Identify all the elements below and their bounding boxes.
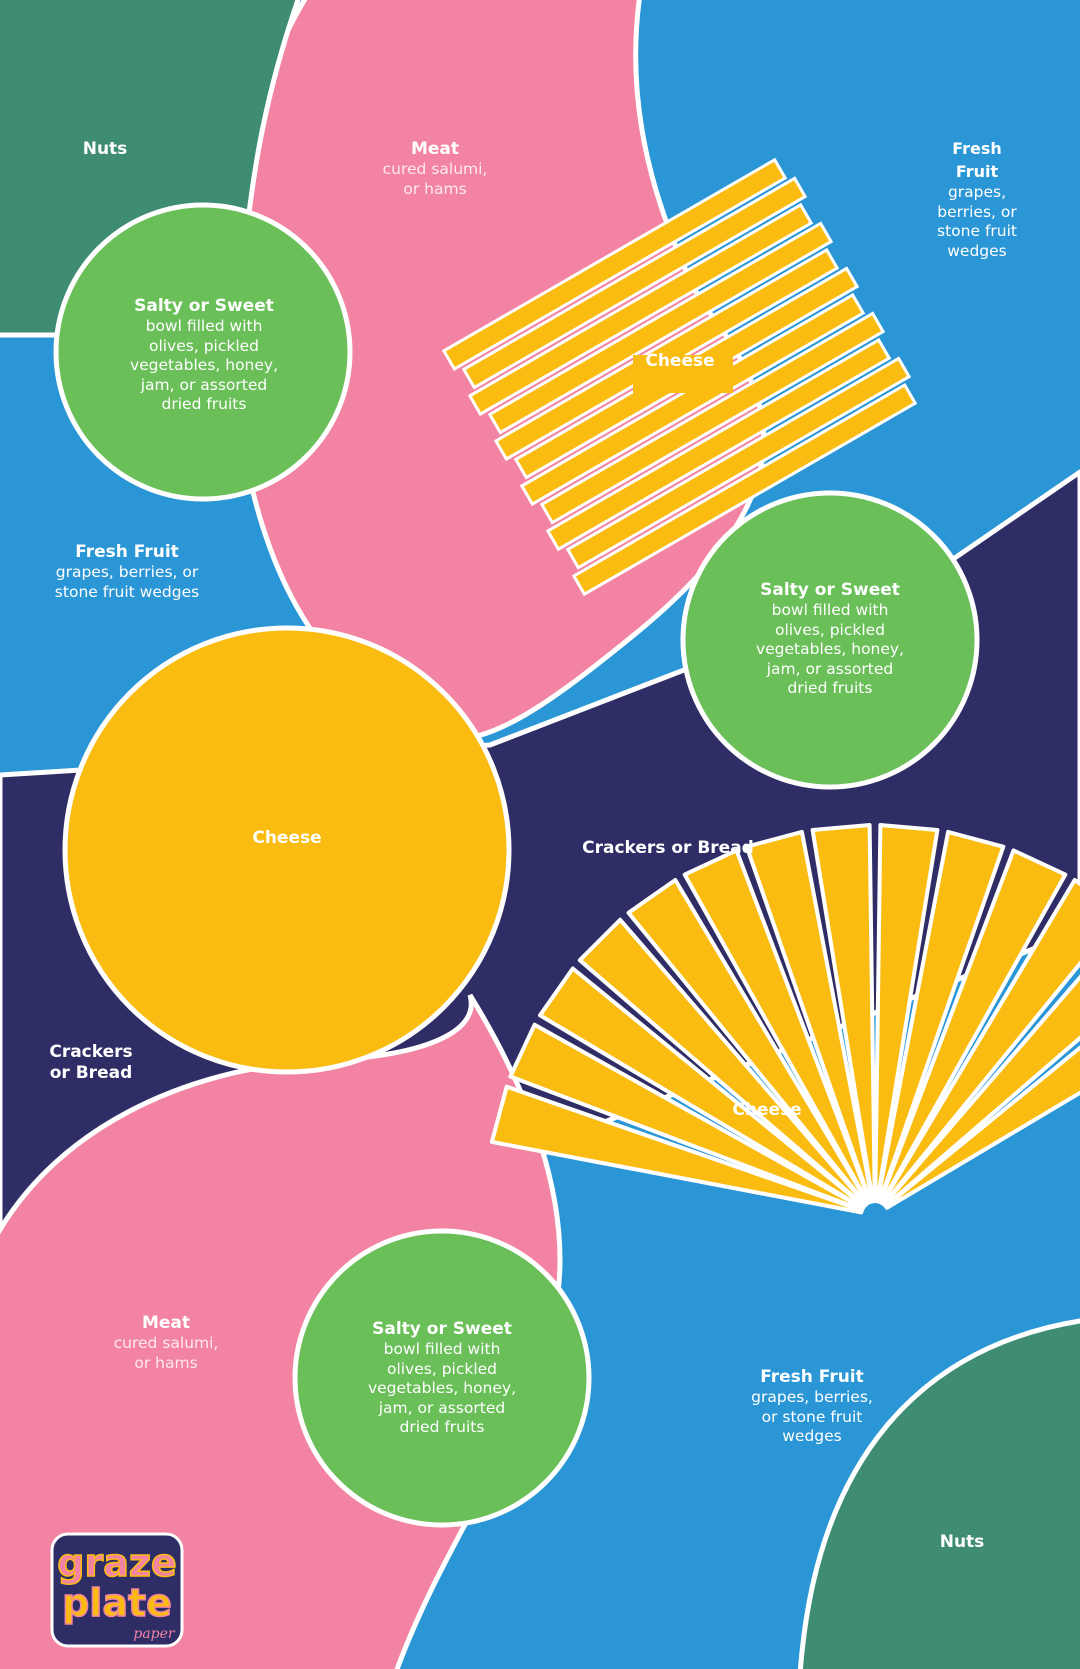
meat-desc-line: cured salumi, (113, 1334, 219, 1352)
salty-sweet-bowl-right (680, 490, 980, 790)
salty-sweet-desc-line: jam, or assorted (378, 1398, 506, 1417)
cheese-slice (441, 157, 788, 372)
cheese-label-backing (633, 355, 733, 393)
salty-sweet-desc-line: vegetables, honey, (367, 1379, 517, 1397)
salty-sweet-desc-line: olives, pickled (148, 336, 260, 355)
fresh-fruit-desc-line: berries, or (937, 202, 1017, 221)
cheese-wheel (62, 625, 512, 1075)
cheese-slice (571, 382, 918, 597)
cheese-label-fan: Cheese (732, 1100, 801, 1121)
cheese-title: Cheese (732, 1100, 802, 1120)
crackers-label-center: Crackers or Bread (582, 838, 754, 859)
cheese-slice (467, 202, 814, 417)
logo-word-paper: paper (133, 1626, 176, 1642)
crackers-title: Crackers or Bread (582, 838, 754, 858)
meat-label-top: Meat cured salumi, or hams (383, 139, 488, 199)
salty-sweet-desc-line: jam, or assorted (140, 375, 268, 394)
cheese-slice (461, 176, 808, 390)
fresh-fruit-label-left: Fresh Fruit grapes, berries, or stone fr… (55, 542, 199, 602)
cheese-slice (565, 356, 912, 570)
cheese-fan (489, 823, 1080, 1215)
fresh-fruit-desc-line: grapes, berries, or (55, 563, 199, 581)
fresh-fruit-desc-line: wedges (782, 1427, 842, 1445)
salty-sweet-label-bottom: Salty or Sweet bowl filled with olives, … (368, 1319, 516, 1438)
meat-desc-line: cured salumi, (382, 160, 488, 178)
salty-sweet-bowl-top-left (53, 202, 353, 502)
salty-sweet-desc-line: dried fruits (787, 679, 873, 697)
cheese-wedge (883, 1045, 1080, 1210)
salty-sweet-title: Salty or Sweet (760, 580, 900, 600)
salty-sweet-desc-line: dried fruits (399, 1418, 485, 1436)
fresh-fruit-desc-line: stone fruit wedges (54, 582, 200, 601)
cheese-label-circle: Cheese (252, 828, 321, 849)
fresh-fruit-title: Fresh Fruit (760, 1367, 864, 1387)
cheese-title: Cheese (252, 828, 322, 848)
crackers-title: or Bread (49, 1063, 133, 1083)
salty-sweet-desc-line: vegetables, honey, (755, 640, 905, 658)
fresh-fruit-desc-line: wedges (947, 241, 1007, 260)
meat-desc-line: or hams (134, 1353, 198, 1372)
salty-sweet-desc-line: jam, or assorted (766, 659, 894, 678)
cheese-title: Cheese (645, 351, 715, 371)
salty-sweet-bowl-bottom (292, 1228, 592, 1528)
meat-label-bottom: Meat cured salumi, or hams (114, 1313, 219, 1373)
fresh-fruit-title: Fresh Fruit (75, 542, 179, 562)
meat-desc-line: or hams (403, 179, 467, 198)
fresh-fruit-desc-line: or stone fruit (761, 1407, 863, 1426)
salty-sweet-desc-line: bowl filled with (383, 1340, 501, 1358)
cheese-slices-rect (441, 157, 918, 597)
fresh-fruit-desc-line: stone fruit (937, 222, 1017, 240)
fresh-fruit-title: Fruit (955, 162, 999, 181)
salty-sweet-desc-line: dried fruits (161, 395, 247, 413)
salty-sweet-desc-line: vegetables, honey, (129, 356, 279, 374)
nuts-label-top: Nuts (83, 139, 128, 160)
salty-sweet-title: Salty or Sweet (134, 296, 274, 316)
nuts-title: Nuts (82, 139, 128, 159)
salty-sweet-desc-line: olives, pickled (386, 1359, 498, 1378)
crackers-label-left: Crackers or Bread (49, 1042, 132, 1084)
salty-sweet-label-top-left: Salty or Sweet bowl filled with olives, … (130, 296, 278, 415)
graze-plate-logo: graze plate paper (50, 1532, 184, 1648)
salty-sweet-desc-line: olives, pickled (774, 620, 886, 639)
fresh-fruit-label-bottom: Fresh Fruit grapes, berries, or stone fr… (751, 1367, 873, 1447)
salty-sweet-label-right: Salty or Sweet bowl filled with olives, … (756, 580, 904, 699)
fresh-fruit-title: Fresh (952, 139, 1002, 158)
fresh-fruit-desc-line: grapes, berries, (751, 1388, 873, 1406)
fresh-fruit-desc-line: grapes, (947, 183, 1007, 201)
nuts-title: Nuts (939, 1532, 985, 1552)
cheese-label-rect: Cheese (645, 351, 714, 372)
meat-title: Meat (410, 139, 460, 159)
cheese-slice (487, 221, 834, 435)
fresh-fruit-label-top-right: Fresh Fruit grapes, berries, or stone fr… (937, 137, 1017, 261)
logo-badge (50, 1532, 184, 1648)
nuts-label-bottom: Nuts (940, 1532, 985, 1553)
salty-sweet-title: Salty or Sweet (372, 1319, 512, 1339)
salty-sweet-desc-line: bowl filled with (145, 317, 263, 335)
cheese-slice (539, 311, 886, 525)
nuts-zone-bottom (798, 1318, 1080, 1669)
meat-title: Meat (141, 1313, 191, 1333)
logo-word-graze: graze (57, 1541, 176, 1585)
salty-sweet-desc-line: bowl filled with (771, 601, 889, 619)
logo-word-plate: plate (62, 1581, 172, 1625)
cheese-slice (545, 337, 892, 552)
crackers-title: Crackers (49, 1042, 133, 1062)
